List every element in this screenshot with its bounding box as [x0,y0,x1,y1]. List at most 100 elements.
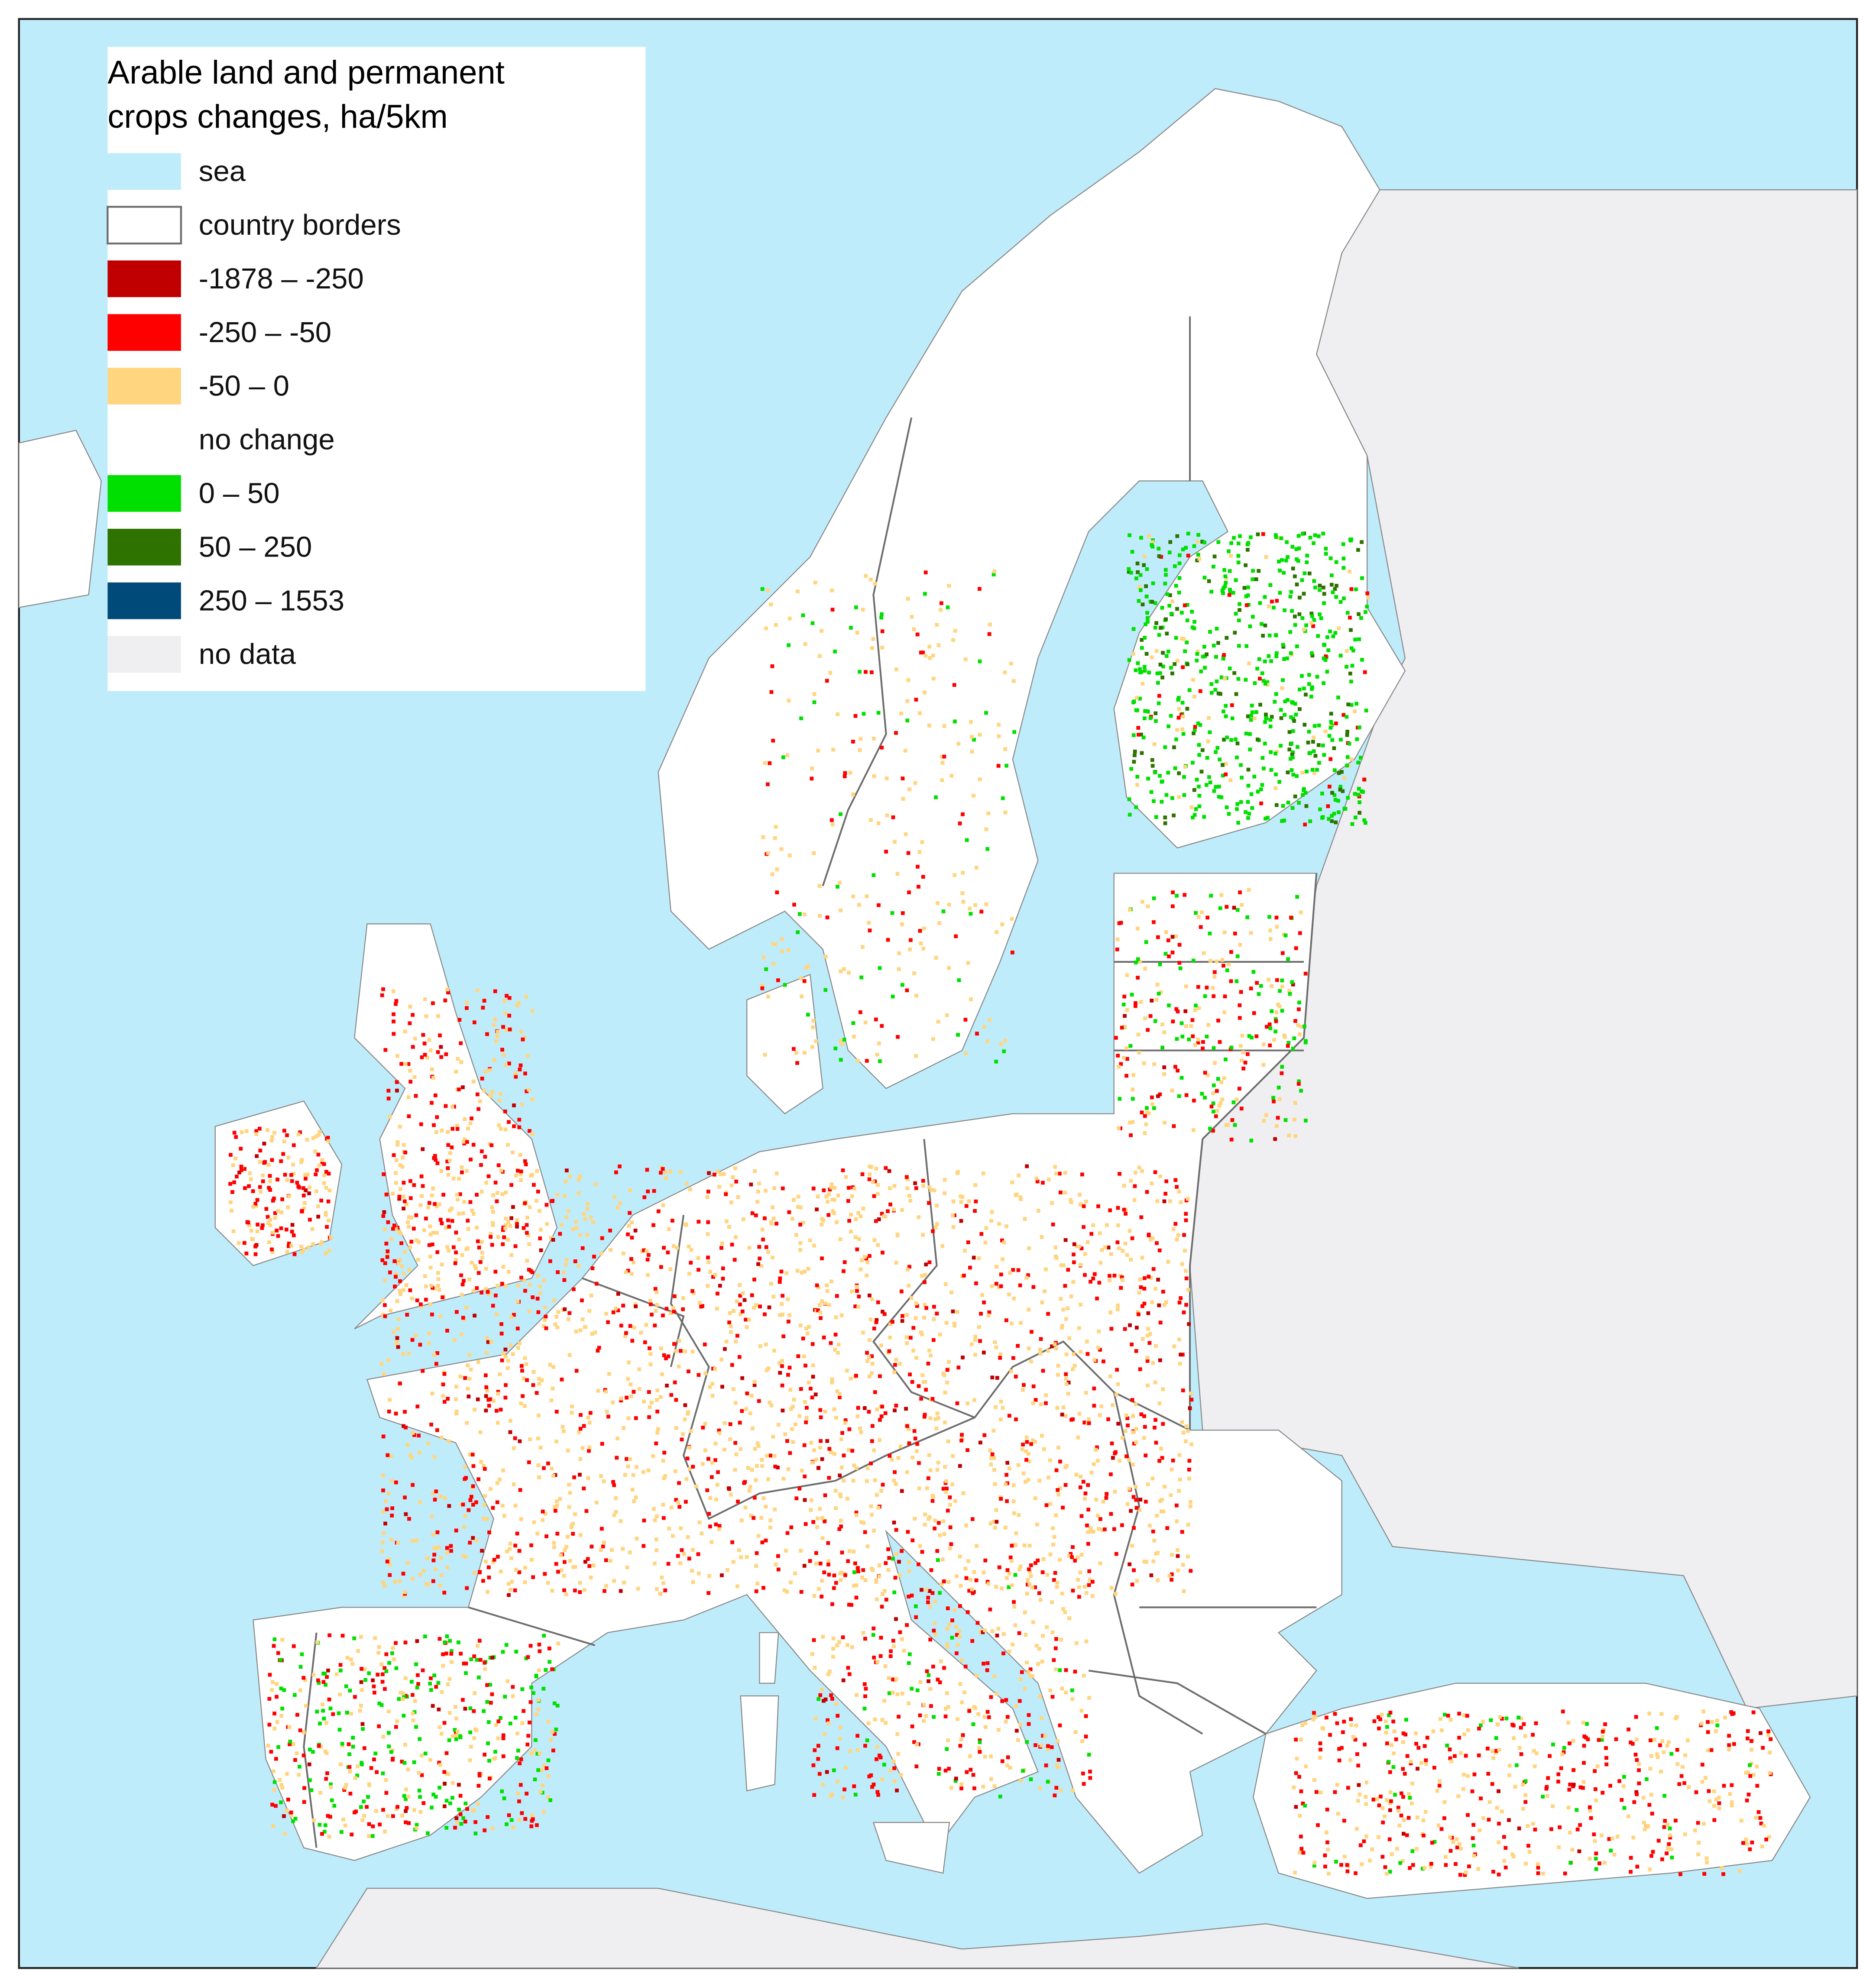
change-cell [1054,1513,1058,1518]
change-cell [1449,1759,1453,1764]
change-cell [890,911,894,915]
change-cell [403,1062,408,1066]
change-cell [816,1308,820,1312]
change-cell [1202,644,1206,649]
change-cell [839,1466,844,1469]
change-cell [1490,1782,1494,1786]
change-cell [1040,1235,1044,1239]
change-cell [1003,810,1008,815]
change-cell [1238,602,1241,606]
change-cell [1038,1347,1042,1352]
change-cell [891,815,895,819]
change-cell [1288,992,1292,996]
change-cell [543,1511,548,1516]
change-cell [927,1201,931,1205]
change-cell [454,1070,458,1074]
change-cell [924,1306,928,1310]
change-cell [681,1296,685,1300]
change-cell [1601,1729,1605,1734]
change-cell [1670,1855,1674,1860]
change-cell [1243,1061,1247,1065]
change-cell [1163,816,1167,819]
change-cell [942,724,946,728]
change-cell [587,1564,592,1568]
change-cell [455,1821,459,1825]
change-cell [1351,1735,1355,1739]
change-cell [1066,1392,1070,1396]
change-cell [316,1204,320,1208]
change-cell [1193,725,1197,729]
change-cell [486,1340,490,1344]
change-cell [733,1441,738,1445]
change-cell [1308,536,1312,540]
change-cell [853,1304,858,1308]
change-cell [1365,591,1370,595]
change-cell [1010,1180,1014,1184]
change-cell [283,1173,287,1177]
change-cell [1342,1719,1346,1724]
change-cell [619,1324,623,1328]
change-cell [743,1505,748,1510]
change-cell [556,1641,561,1646]
change-cell [463,1376,467,1380]
change-cell [1637,1762,1641,1766]
change-cell [1354,702,1359,706]
change-cell [1071,1545,1075,1549]
change-cell [990,1452,995,1456]
change-cell [279,1783,284,1787]
change-cell [1318,1741,1322,1745]
change-cell [849,626,853,630]
change-cell [1152,742,1157,746]
change-cell [293,1816,298,1821]
change-cell [861,1207,865,1210]
change-cell [820,1256,824,1261]
change-cell [1235,908,1240,912]
change-cell [1342,1819,1346,1823]
change-cell [642,1195,647,1199]
change-cell [434,1795,438,1799]
change-cell [674,1349,678,1353]
change-cell [1403,1772,1407,1776]
change-cell [1134,1485,1138,1489]
change-cell [1301,1801,1305,1806]
change-cell [522,1278,526,1282]
change-cell [539,1248,543,1252]
change-cell [538,1236,542,1240]
change-cell [242,1241,246,1245]
change-cell [1263,659,1267,663]
change-cell [533,1748,537,1752]
change-cell [1383,1865,1387,1869]
change-cell [907,1194,911,1198]
change-cell [1005,1461,1010,1465]
change-cell [1185,603,1189,607]
change-cell [230,1190,234,1194]
change-cell [1261,679,1266,683]
change-cell [642,1544,646,1548]
change-cell [1258,702,1262,707]
change-cell [521,1394,525,1398]
change-cell [1739,1819,1743,1823]
change-cell [1289,757,1293,761]
change-cell [577,1191,581,1195]
change-cell [1046,1349,1050,1353]
change-cell [820,1299,824,1303]
change-cell [428,1233,433,1236]
change-cell [1549,1827,1553,1831]
change-cell [919,941,923,945]
change-cell [444,1751,449,1755]
change-cell [468,1706,473,1710]
change-cell [395,1088,399,1093]
change-cell [711,1275,715,1279]
change-cell [445,1634,449,1638]
change-cell [822,1335,826,1340]
change-cell [604,1558,608,1562]
change-cell [1683,1753,1687,1757]
change-cell [397,1230,401,1234]
change-cell [1016,1268,1021,1272]
change-cell [327,1633,332,1637]
change-cell [1252,1011,1256,1015]
change-cell [504,1643,509,1647]
change-cell [324,1170,328,1174]
change-cell [1085,1340,1089,1344]
change-cell [1702,1822,1706,1826]
